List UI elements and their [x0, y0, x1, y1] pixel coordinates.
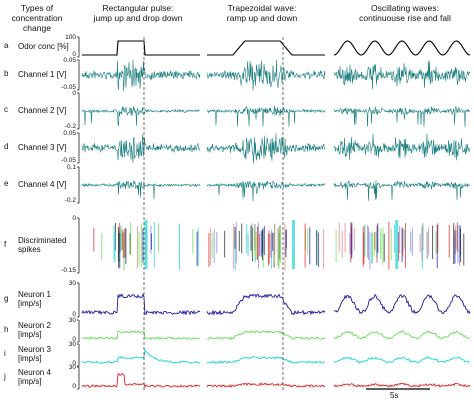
row-letter-i: i [4, 349, 6, 358]
tick-label-b-0: 0.05 [63, 57, 76, 64]
scalebar-label: 5s [390, 391, 399, 400]
row-letter-b: b [4, 69, 9, 78]
row-letter-g: g [4, 294, 9, 303]
rate-trace-g-1 [206, 293, 326, 316]
rate-trace-j-0 [81, 372, 201, 389]
signal-trace-e-0 [81, 180, 201, 200]
signal-trace-b-2 [333, 60, 471, 90]
rate-trace-j-2 [333, 382, 471, 388]
signal-trace-c-1 [206, 105, 326, 127]
header-oscillating: Oscillating waves: continuouse rise and … [359, 3, 451, 23]
signal-trace-d-2 [333, 133, 471, 161]
tick-label-c-1: -0.2 [64, 123, 76, 130]
signal-trace-e-1 [206, 180, 326, 202]
header-trapezoidal: Trapezoidal wave: ramp up and down [226, 3, 298, 23]
row-label-c: Channel 2 [V] [18, 105, 67, 115]
tick-label-h-0: 30 [68, 317, 76, 324]
tick-label-g-0: 30 [68, 280, 76, 287]
tick-label-e-1: -0.2 [64, 197, 76, 204]
row-letter-e: e [4, 179, 9, 188]
signal-trace-d-1 [206, 133, 326, 164]
tick-label-f-1: -0.15 [61, 267, 76, 274]
tick-label-a-0: 100 [65, 34, 76, 41]
row-label-g: Neuron 1 [imp/s] [18, 290, 51, 308]
rate-trace-j-1 [206, 382, 326, 388]
rate-trace-h-2 [333, 330, 471, 340]
rate-trace-i-2 [333, 356, 471, 364]
tick-label-d-1: -0.05 [61, 157, 76, 164]
tick-label-j-0: 30 [68, 364, 76, 371]
tick-label-i-0: 30 [68, 341, 76, 348]
row-label-a: Odor conc [%] [18, 41, 69, 51]
tick-label-f-0: 0 [72, 215, 76, 222]
signal-trace-c-0 [81, 106, 201, 127]
spike-cluster [395, 220, 399, 269]
tick-label-a-1: 0 [72, 51, 76, 58]
odor-trace-2 [333, 40, 471, 56]
row-letter-c: c [4, 105, 8, 114]
row-letter-f: f [4, 239, 7, 249]
row-letter-j: j [4, 372, 6, 381]
rate-trace-g-2 [334, 293, 471, 315]
rate-trace-h-0 [81, 330, 201, 340]
odor-trace-0 [82, 40, 200, 56]
signal-trace-b-0 [81, 59, 201, 92]
row-label-b: Channel 1 [V] [18, 69, 67, 79]
row-label-j: Neuron 4 [imp/s] [18, 368, 51, 386]
tick-label-b-1: -0.05 [61, 84, 76, 91]
row-letter-d: d [4, 142, 9, 151]
header-rectangular: Rectangular pulse: jump up and drop down [93, 3, 183, 23]
odor-trace-1 [207, 40, 325, 56]
tick-label-i-1: 0 [72, 360, 76, 367]
row-label-e: Channel 4 [V] [18, 179, 67, 189]
tick-label-d-0: 0.05 [63, 130, 76, 137]
signal-trace-c-2 [333, 106, 471, 127]
rate-trace-h-1 [206, 330, 326, 341]
row-letter-h: h [4, 325, 9, 334]
header-types: Types of concentration change [11, 3, 63, 33]
row-label-h: Neuron 2 [imp/s] [18, 321, 51, 339]
signal-trace-d-0 [81, 134, 201, 163]
spike-cluster [144, 220, 148, 269]
row-label-f: Discriminated spikes [18, 235, 67, 254]
tick-label-e-0: 0.1 [66, 164, 76, 171]
row-letter-a: a [4, 41, 9, 50]
signal-trace-b-1 [206, 59, 326, 91]
tick-label-c-0: 0 [72, 90, 76, 97]
tick-label-h-1: 0 [72, 336, 76, 343]
tick-label-g-1: 0 [72, 311, 76, 318]
rate-trace-i-1 [206, 356, 326, 364]
spike-cluster [291, 220, 295, 269]
signal-trace-e-2 [333, 180, 471, 201]
row-label-i: Neuron 3 [imp/s] [18, 345, 51, 363]
rate-trace-i-0 [81, 348, 201, 364]
row-label-d: Channel 3 [V] [18, 142, 67, 152]
rate-trace-g-0 [81, 293, 201, 316]
tick-label-j-1: 0 [72, 383, 76, 390]
